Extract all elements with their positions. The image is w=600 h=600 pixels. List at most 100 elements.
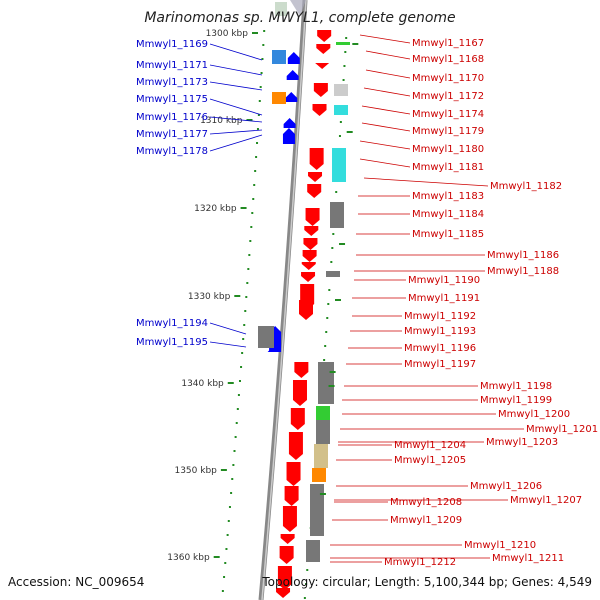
- guide-dot: [332, 233, 335, 235]
- guide-dot: [259, 86, 262, 88]
- guide-dot: [246, 282, 249, 284]
- forward-gene-label: Mmwyl1_1190: [408, 275, 480, 286]
- guide-dot: [249, 240, 252, 242]
- guide-dot: [263, 30, 266, 32]
- reverse-gene-leader: [209, 64, 263, 76]
- guide-dot: [342, 79, 345, 81]
- forward-gene: [312, 104, 327, 116]
- forward-gene: [303, 238, 318, 250]
- guide-dot: [240, 366, 243, 368]
- topology-label: Topology: circular; Length: 5,100,344 bp…: [262, 575, 592, 589]
- forward-gene: [309, 148, 324, 170]
- guide-dot: [303, 597, 306, 599]
- forward-gene: [277, 566, 292, 590]
- guide-dot: [325, 331, 328, 333]
- scale-tick-label: 1360 kbp: [167, 553, 210, 563]
- guide-dot: [247, 268, 250, 270]
- reverse-gene-leader: [209, 43, 263, 61]
- backbone: [258, 0, 308, 600]
- guide-dot: [306, 569, 309, 571]
- forward-gene-label: Mmwyl1_1207: [510, 495, 582, 506]
- feature-box: [330, 202, 344, 228]
- guide-dot: [256, 142, 259, 144]
- forward-gene: [315, 63, 330, 69]
- forward-gene-leader: [363, 87, 411, 97]
- forward-gene-label: Mmwyl1_1179: [412, 126, 484, 137]
- forward-gene-label: Mmwyl1_1208: [390, 497, 462, 508]
- feature-box: [306, 540, 320, 562]
- feature-box: [318, 362, 334, 404]
- guide-dot: [243, 324, 246, 326]
- forward-gene: [282, 506, 297, 532]
- guide-dot: [227, 520, 230, 522]
- feature-box: [334, 84, 348, 96]
- feature-box: [336, 42, 350, 45]
- forward-gene-label: Mmwyl1_1192: [404, 311, 476, 322]
- guide-dot: [330, 261, 333, 263]
- forward-gene-leader: [359, 158, 411, 168]
- forward-gene: [284, 486, 299, 506]
- topology-text: Topology: circular; Length: 5,100,344 bp…: [262, 575, 592, 589]
- forward-gene-label: Mmwyl1_1168: [412, 54, 484, 65]
- reverse-gene-label: Mmwyl1_1177: [136, 129, 208, 140]
- forward-gene-label: Mmwyl1_1203: [486, 437, 558, 448]
- guide-dot: [234, 436, 237, 438]
- forward-gene-label: Mmwyl1_1188: [487, 266, 559, 277]
- forward-gene-leader: [359, 140, 411, 150]
- guide-dot: [224, 562, 227, 564]
- reverse-gene-leader: [209, 116, 263, 123]
- guide-dot: [250, 226, 253, 228]
- forward-gene-leader: [359, 34, 411, 44]
- reverse-gene-label: Mmwyl1_1178: [136, 146, 208, 157]
- scale-tick-label: 1350 kbp: [174, 466, 217, 476]
- guide-dot: [232, 464, 235, 466]
- feature-box: [334, 105, 348, 115]
- forward-gene: [316, 44, 331, 54]
- guide-dot: [257, 114, 260, 116]
- forward-gene: [317, 30, 332, 42]
- guide-dot: [344, 51, 347, 53]
- forward-gene-label: Mmwyl1_1181: [412, 162, 484, 173]
- forward-gene-label: Mmwyl1_1212: [384, 557, 456, 568]
- top-wedge: [290, 0, 306, 16]
- forward-gene: [305, 208, 320, 226]
- guide-dot: [253, 184, 256, 186]
- forward-gene-label: Mmwyl1_1211: [492, 553, 564, 564]
- guide-dot: [305, 583, 308, 585]
- forward-gene-label: Mmwyl1_1200: [498, 409, 570, 420]
- reverse-gene-label: Mmwyl1_1169: [136, 39, 208, 50]
- guide-dot: [236, 408, 239, 410]
- guide-dot: [252, 198, 255, 200]
- reverse-gene-leader: [209, 341, 247, 348]
- feature-box: [332, 148, 346, 182]
- forward-gene: [299, 300, 313, 320]
- guide-dot: [343, 65, 346, 67]
- forward-gene-leader: [361, 105, 411, 115]
- feature-box: [310, 484, 324, 536]
- forward-gene: [280, 534, 295, 544]
- feature-box: [316, 420, 330, 444]
- forward-gene: [294, 362, 309, 378]
- guide-dot: [331, 247, 334, 249]
- guide-dot: [233, 450, 236, 452]
- forward-gene-label: Mmwyl1_1172: [412, 91, 484, 102]
- guide-dot: [260, 72, 263, 74]
- scale-tick-label: 1340 kbp: [181, 379, 224, 389]
- forward-gene: [301, 262, 316, 270]
- guide-dot: [221, 590, 224, 592]
- forward-gene-label: Mmwyl1_1199: [480, 395, 552, 406]
- guide-dot: [242, 338, 245, 340]
- reverse-gene-label: Mmwyl1_1195: [136, 337, 208, 348]
- forward-gene: [307, 184, 322, 198]
- forward-gene-label: Mmwyl1_1198: [480, 381, 552, 392]
- reverse-gene: [267, 346, 280, 352]
- guide-dot: [345, 37, 348, 39]
- guide-dot: [335, 191, 338, 193]
- forward-gene-label: Mmwyl1_1206: [470, 481, 542, 492]
- forward-gene-label: Mmwyl1_1183: [412, 191, 484, 202]
- guide-dot: [258, 100, 261, 102]
- guide-dot: [245, 296, 248, 298]
- reverse-gene: [286, 70, 299, 80]
- guide-dot: [324, 345, 327, 347]
